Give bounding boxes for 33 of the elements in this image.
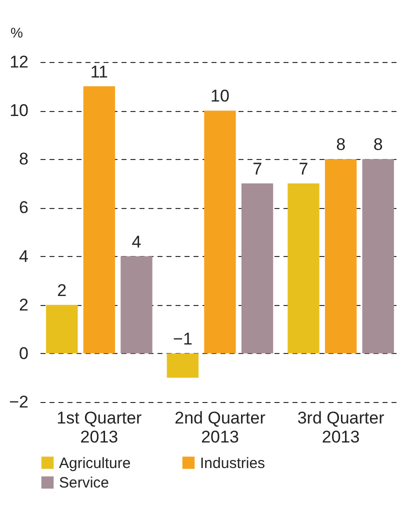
bar <box>288 183 320 354</box>
data-label: 10 <box>210 86 230 106</box>
bar <box>324 159 357 354</box>
bar <box>83 86 116 354</box>
bar <box>204 110 236 354</box>
legend-label: Industries <box>200 454 266 472</box>
y-tick-label: 2 <box>19 295 28 314</box>
bar <box>120 256 152 354</box>
data-label: 4 <box>132 232 142 252</box>
y-tick-label: 8 <box>19 150 28 169</box>
x-tick-label: 2nd Quarter 2013 <box>174 408 266 446</box>
bar <box>46 304 78 354</box>
x-tick-label: 1st Quarter 2013 <box>56 408 142 446</box>
data-label: 2 <box>57 280 67 300</box>
legend-label: Service <box>59 474 110 492</box>
bar <box>166 353 199 378</box>
y-axis-title: % <box>10 24 23 40</box>
bar <box>241 183 274 354</box>
data-label: 8 <box>336 135 346 154</box>
y-tick-label: 4 <box>19 246 28 266</box>
data-label: −1 <box>173 329 192 348</box>
y-tick-label: 6 <box>19 198 28 218</box>
legend-label: Agriculture <box>59 454 131 472</box>
y-tick-label: 10 <box>10 101 28 120</box>
y-tick-label: −2 <box>9 392 28 412</box>
data-label: 11 <box>90 62 108 82</box>
data-label: 8 <box>373 135 383 154</box>
x-tick-label: 3rd Quarter 2013 <box>297 408 385 446</box>
y-tick-label: 0 <box>19 344 28 363</box>
data-label: 7 <box>298 159 308 178</box>
data-label: 7 <box>252 159 262 178</box>
bar <box>362 159 394 354</box>
y-tick-label: 12 <box>10 52 28 72</box>
